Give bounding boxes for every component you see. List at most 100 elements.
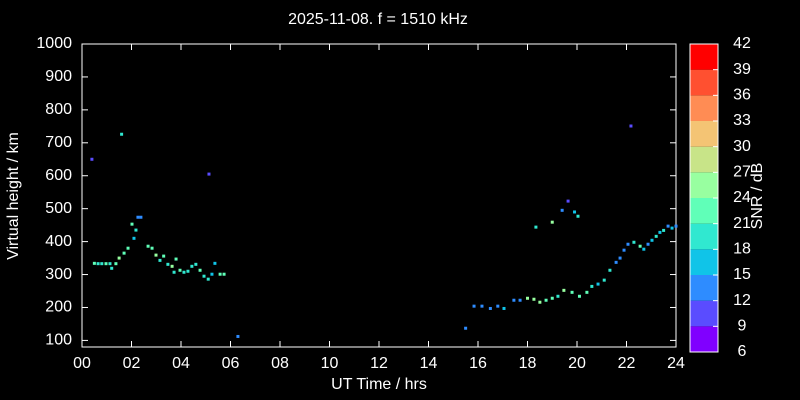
point: [132, 236, 136, 240]
point: [207, 172, 211, 176]
point: [90, 157, 94, 161]
colorbar-tick-label: 30: [733, 138, 751, 155]
colorbar-segment: [690, 198, 718, 224]
colorbar-segment: [690, 95, 718, 121]
point: [172, 270, 176, 274]
point: [166, 262, 170, 266]
colorbar-segment: [690, 172, 718, 198]
point: [556, 294, 560, 298]
point: [92, 261, 96, 265]
point: [496, 304, 500, 308]
point: [654, 234, 658, 238]
point: [518, 298, 522, 302]
point: [632, 240, 636, 244]
point: [108, 262, 112, 266]
point: [154, 253, 158, 257]
x-tick-label: 22: [618, 355, 636, 372]
colorbar-tick-label: 42: [733, 35, 751, 52]
x-tick-label: 14: [420, 355, 438, 372]
point: [236, 334, 240, 338]
point: [638, 244, 642, 248]
point: [674, 224, 678, 228]
colorbar-tick-label: 39: [733, 61, 751, 78]
point: [222, 272, 226, 276]
point: [146, 244, 150, 248]
point: [662, 228, 666, 232]
point: [120, 132, 124, 136]
point: [182, 270, 186, 274]
point: [670, 226, 674, 230]
point: [622, 248, 626, 252]
y-tick-label: 600: [45, 167, 72, 184]
x-tick-label: 18: [519, 355, 537, 372]
point: [122, 251, 126, 255]
point: [96, 262, 100, 266]
point: [502, 306, 506, 310]
point: [198, 268, 202, 272]
colorbar-tick-label: 15: [733, 266, 751, 283]
y-tick-label: 1000: [36, 35, 72, 52]
x-tick-label: 24: [667, 355, 685, 372]
point: [585, 290, 589, 294]
point: [608, 268, 612, 272]
point: [550, 296, 554, 300]
point: [158, 258, 162, 262]
x-axis-label: UT Time / hrs: [331, 376, 427, 393]
point: [650, 238, 654, 242]
y-tick-label: 500: [45, 200, 72, 217]
x-tick-label: 20: [568, 355, 586, 372]
point: [126, 246, 130, 250]
point: [550, 220, 554, 224]
point: [602, 278, 606, 282]
point: [218, 272, 222, 276]
colorbar-segment: [690, 69, 718, 96]
colorbar-segment: [690, 300, 718, 327]
x-tick-label: 06: [222, 355, 240, 372]
point: [618, 256, 622, 260]
y-tick-label: 100: [45, 332, 72, 349]
y-tick-label: 900: [45, 68, 72, 85]
point: [136, 215, 140, 219]
colorbar-tick-label: 6: [738, 343, 747, 360]
colorbar-segment: [690, 275, 718, 301]
x-tick-label: 12: [370, 355, 388, 372]
colorbar-segment: [690, 146, 718, 173]
point: [534, 225, 538, 229]
point: [190, 264, 194, 268]
colorbar-tick-label: 9: [738, 318, 747, 335]
point: [210, 272, 214, 276]
point: [570, 290, 574, 294]
colorbar-tick-label: 33: [733, 112, 751, 129]
point: [538, 300, 542, 304]
colorbar-tick-label: 24: [733, 189, 751, 206]
point: [117, 256, 121, 260]
x-tick-label: 16: [469, 355, 487, 372]
point: [139, 215, 143, 219]
colorbar-segment: [690, 121, 718, 147]
point: [626, 242, 630, 246]
point: [194, 262, 198, 266]
point: [646, 242, 650, 246]
point: [170, 264, 174, 268]
y-tick-label: 300: [45, 266, 72, 283]
point: [596, 282, 600, 286]
point: [526, 296, 529, 300]
y-tick-label: 400: [45, 233, 72, 250]
point: [464, 326, 468, 330]
point: [573, 210, 577, 214]
point: [202, 274, 206, 278]
point: [110, 266, 114, 270]
point: [566, 199, 570, 203]
x-tick-label: 00: [73, 355, 91, 372]
point: [658, 230, 662, 234]
colorbar-segment: [690, 326, 718, 352]
colorbar-tick-label: 21: [733, 215, 751, 232]
y-tick-label: 700: [45, 134, 72, 151]
x-tick-label: 10: [321, 355, 339, 372]
point: [590, 284, 594, 288]
y-axis-label: Virtual height / km: [5, 132, 22, 260]
point: [174, 257, 178, 261]
point: [472, 304, 476, 308]
